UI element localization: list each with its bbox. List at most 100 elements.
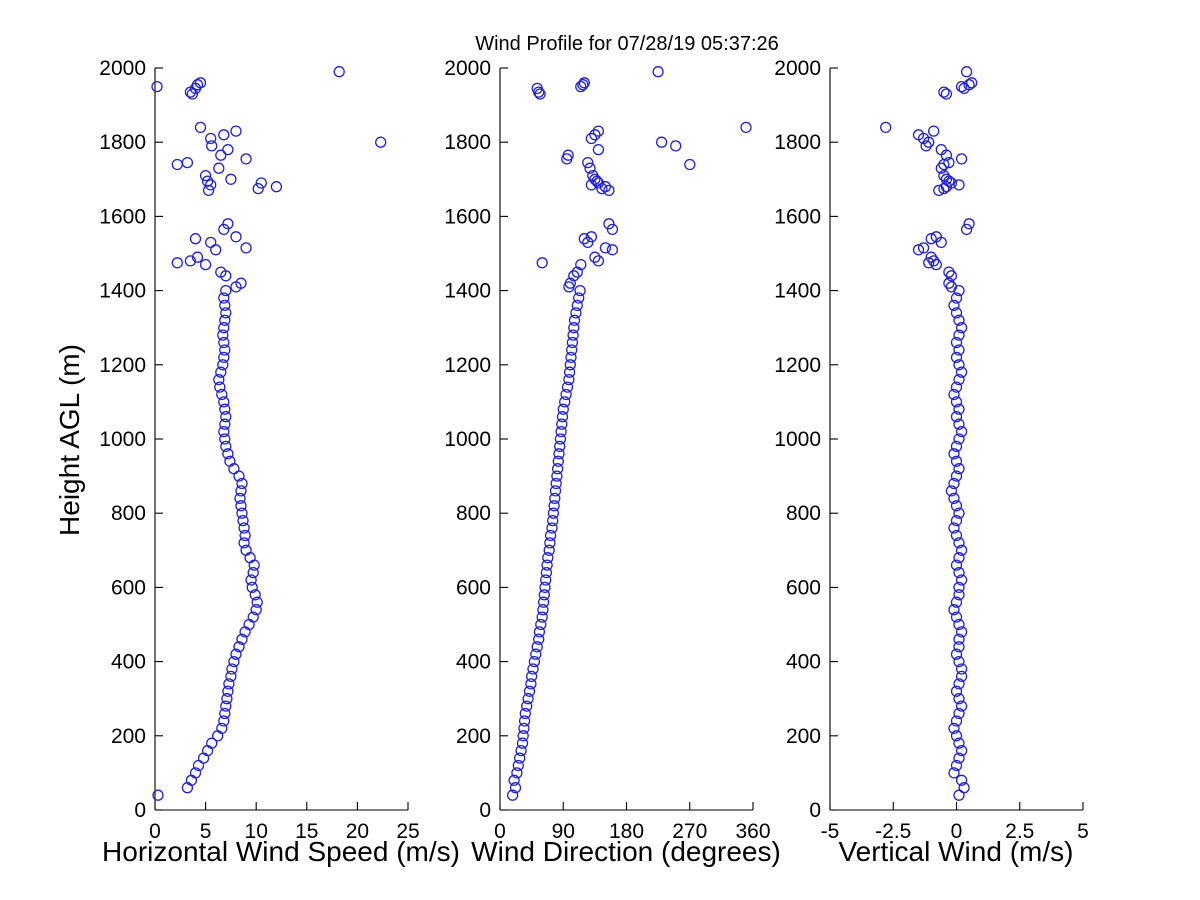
data-point	[191, 251, 204, 263]
data-point	[238, 537, 250, 549]
data-point	[237, 514, 249, 527]
data-point	[955, 700, 968, 712]
data-point	[953, 433, 965, 445]
data-point	[239, 529, 251, 542]
y-tick-label: 400	[456, 651, 491, 674]
data-point	[522, 693, 534, 705]
data-point	[212, 730, 224, 742]
data-point	[652, 66, 664, 78]
data-point	[953, 403, 965, 415]
data-point	[218, 425, 230, 438]
data-point	[226, 663, 238, 675]
data-point	[184, 255, 197, 267]
data-point	[950, 611, 963, 623]
x-tick-label: 25	[396, 820, 419, 843]
data-point	[534, 88, 546, 100]
data-point	[592, 143, 605, 156]
data-point	[551, 470, 563, 482]
data-point	[234, 492, 246, 505]
data-point	[518, 722, 530, 735]
data-points	[506, 66, 752, 801]
data-point	[950, 396, 963, 408]
data-point	[186, 88, 199, 100]
subplot-3: -5 -2.5 0 2.5 5 0 200 400 600 800 1000 1200 1400 1600…	[774, 57, 1089, 843]
data-point	[563, 373, 575, 386]
data-point	[953, 737, 965, 749]
data-point	[213, 373, 225, 386]
data-point	[573, 292, 585, 304]
data-point	[948, 604, 960, 616]
y-tick-label: 1400	[774, 280, 821, 303]
subplot-1: 0 5 10 15 20 25 0 200 400 600 800 1000 1200 1400 1600 1…	[99, 57, 419, 843]
data-point	[953, 655, 965, 668]
data-point	[506, 789, 519, 801]
y-tick-label: 0	[479, 799, 491, 822]
data-point	[199, 169, 212, 182]
data-point	[219, 403, 231, 415]
data-point	[216, 388, 228, 401]
y-tick-label: 1800	[99, 131, 146, 154]
data-point	[950, 351, 963, 364]
data-point	[547, 507, 560, 519]
data-point	[568, 270, 580, 282]
data-point	[225, 670, 237, 683]
data-point	[948, 767, 960, 779]
data-point	[577, 79, 589, 91]
data-point	[953, 618, 965, 631]
y-tick-label: 800	[111, 502, 146, 525]
x-axis-label-horizontal-speed: Horizontal Wind Speed (m/s)	[102, 836, 460, 867]
data-point	[249, 589, 261, 601]
data-point	[550, 477, 562, 490]
data-point	[333, 66, 345, 78]
y-tick-label: 200	[111, 725, 146, 748]
data-point	[953, 789, 965, 801]
data-point	[568, 314, 581, 326]
data-point	[655, 136, 668, 148]
data-point	[220, 307, 232, 319]
data-point	[561, 381, 574, 393]
y-tick-label: 1600	[444, 205, 491, 228]
data-point	[589, 251, 601, 263]
data-point	[587, 169, 599, 182]
data-point	[950, 307, 963, 319]
data-point	[541, 559, 553, 571]
data-point	[591, 175, 603, 187]
data-point	[220, 440, 232, 453]
y-tick-label: 1200	[774, 354, 821, 377]
data-point	[194, 121, 207, 134]
data-point	[224, 455, 236, 467]
data-point	[375, 136, 387, 148]
data-point	[923, 257, 935, 269]
data-point	[218, 322, 230, 334]
data-point	[948, 522, 960, 534]
data-point	[578, 233, 590, 245]
data-point	[555, 425, 567, 438]
y-tick-label: 600	[111, 576, 146, 599]
data-point	[938, 86, 950, 98]
data-point	[960, 223, 973, 236]
y-tick-label: 600	[786, 576, 821, 599]
data-point	[171, 257, 183, 269]
data-point	[538, 589, 550, 601]
data-point	[953, 359, 965, 371]
data-points	[151, 66, 387, 801]
data-point	[517, 730, 529, 742]
data-point	[930, 231, 942, 243]
data-point	[528, 655, 541, 668]
data-point	[543, 544, 555, 556]
data-point	[582, 236, 594, 249]
data-point	[547, 514, 559, 527]
data-point	[953, 678, 965, 690]
data-point	[548, 500, 560, 512]
data-point	[963, 79, 975, 91]
data-point	[557, 403, 569, 415]
data-point	[955, 663, 968, 675]
x-tick-label: 20	[346, 820, 369, 843]
data-point	[563, 366, 576, 378]
data-point	[220, 411, 232, 423]
data-point	[584, 162, 596, 174]
x-axis-label-vertical-wind: Vertical Wind (m/s)	[838, 836, 1074, 867]
data-point	[950, 336, 963, 349]
data-point	[940, 88, 953, 100]
data-point	[574, 284, 586, 297]
